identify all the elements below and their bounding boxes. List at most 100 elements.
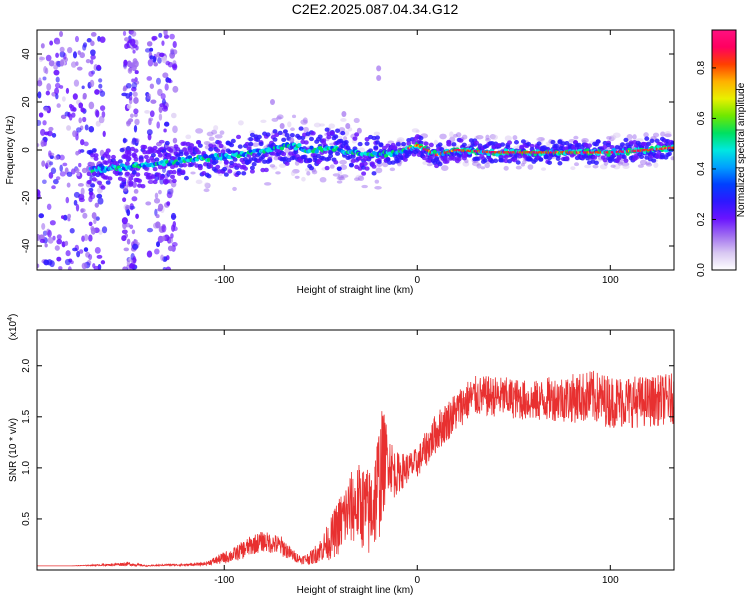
- spectrogram-cell: [284, 161, 290, 166]
- spectrogram-cell: [208, 136, 215, 141]
- spectrogram-cell: [428, 142, 434, 148]
- spectrogram-cell: [75, 204, 80, 212]
- spectrogram-cell: [127, 67, 133, 74]
- spectrogram-cell: [42, 179, 47, 185]
- spectrogram-cell: [291, 114, 297, 119]
- spectrogram-cell: [335, 151, 341, 156]
- spectrogram-cell: [185, 158, 191, 163]
- spectrogram-cell: [485, 150, 489, 154]
- spectrogram-cell: [515, 165, 522, 170]
- spectrogram-cell: [100, 165, 106, 170]
- spectrogram-cell: [520, 163, 525, 167]
- spectrogram-cell: [275, 171, 281, 175]
- spectrogram-cell: [161, 235, 166, 242]
- spectrogram-cell: [317, 134, 323, 139]
- spectrogram-cell: [55, 93, 59, 100]
- spectrogram-cell: [164, 83, 169, 91]
- spectrogram-cell: [89, 79, 95, 88]
- spectrogram-cell: [152, 166, 158, 172]
- spectrogram-cell: [163, 128, 167, 133]
- spectrogram-cell: [82, 116, 87, 123]
- spectrogram-cell: [117, 171, 123, 176]
- spectrogram-cell: [159, 175, 165, 180]
- spectrogram-cell: [671, 146, 674, 149]
- spectrogram-cell: [59, 154, 65, 161]
- spectrogram-cell: [664, 147, 668, 150]
- spectrogram-cell: [88, 126, 95, 133]
- spectrogram-cell: [282, 129, 288, 134]
- spectrogram-cell: [584, 164, 592, 169]
- spectrogram-cell: [69, 228, 75, 234]
- spectrogram-cell: [633, 149, 637, 153]
- spectrogram-cell: [89, 191, 93, 197]
- spectrogram-cell: [154, 192, 159, 199]
- spectrogram-cell: [64, 240, 69, 246]
- spectrogram-cell: [557, 161, 563, 166]
- spectrogram-cell: [48, 60, 55, 67]
- spectrogram-cell: [93, 153, 99, 158]
- spectrogram-cell: [37, 91, 42, 99]
- spectrogram-cell: [605, 151, 609, 154]
- spectrogram-cell: [156, 241, 161, 248]
- spectrogram-cell: [343, 140, 349, 145]
- spectrogram-cell: [610, 164, 616, 168]
- spectrogram-cell: [88, 101, 95, 110]
- snr-y-axis-label: SNR (10 * v/v): [8, 418, 19, 482]
- spectrogram-cell: [148, 117, 154, 122]
- spectrogram-cell: [389, 167, 396, 172]
- spectrogram-cell: [132, 49, 136, 54]
- spectrogram-cell: [80, 208, 84, 213]
- spectrogram-cell: [131, 170, 137, 175]
- spectrogram-cell: [307, 148, 312, 153]
- spectrogram-cell: [213, 152, 219, 157]
- spectrogram-cell: [525, 151, 529, 154]
- spectrogram-cell: [294, 175, 300, 179]
- spectrogram-cell: [564, 155, 570, 161]
- spectrogram-cell: [214, 134, 223, 139]
- spectrogram-cell: [135, 213, 139, 219]
- spectrogram-cell: [503, 165, 509, 171]
- spectrogram-cell: [65, 250, 71, 257]
- spectrogram-cell: [59, 59, 64, 67]
- spectrogram-cell: [131, 137, 137, 145]
- spectrogram-cell: [260, 119, 267, 123]
- spectrogram-cell: [91, 177, 97, 182]
- spectrogram-cell: [66, 171, 73, 177]
- spectrogram-cell: [149, 110, 155, 118]
- spectrogram-cell: [76, 172, 81, 177]
- spectrogram-cell: [376, 65, 382, 72]
- spectrogram-cell: [161, 40, 165, 46]
- spectrogram-cell: [67, 213, 72, 219]
- spectrogram-cell: [632, 134, 637, 140]
- spectrogram-cell: [146, 93, 152, 100]
- spectrogram-cell: [435, 153, 439, 156]
- spectrogram-cell: [163, 121, 170, 127]
- spectrogram-cell: [40, 43, 45, 49]
- spectrogram-cell: [213, 159, 219, 164]
- spectrogram-cell: [60, 215, 65, 219]
- snr-plot-area: [37, 330, 674, 570]
- spectrogram-cell: [652, 132, 660, 138]
- spectrogram-cell: [145, 158, 151, 164]
- spectrogram-cell: [222, 166, 228, 172]
- x-tick-label: 100: [602, 575, 619, 586]
- spectrogram-cell: [172, 137, 178, 144]
- spectrogram-cell: [244, 141, 250, 147]
- spectrogram-cell: [502, 151, 506, 154]
- snr-series-line: [37, 370, 674, 568]
- spectrogram-cell: [78, 197, 85, 203]
- spectrogram-cell: [91, 212, 97, 219]
- spectrogram-cell: [172, 64, 177, 69]
- spectrogram-cell: [100, 260, 106, 265]
- spectrogram-cell: [262, 159, 268, 164]
- spectrogram-cell: [56, 238, 63, 245]
- spectrogram-cell: [387, 140, 395, 144]
- spectrogram-cell: [153, 222, 159, 229]
- spectrogram-cell: [615, 150, 619, 154]
- spectrogram-cell: [402, 157, 408, 162]
- spectrogram-cell: [256, 134, 262, 140]
- spectrogram-cell: [47, 229, 52, 238]
- spectrogram-cell: [135, 172, 141, 177]
- spectrogram-cell: [171, 178, 177, 184]
- spectrogram-cell: [85, 165, 90, 173]
